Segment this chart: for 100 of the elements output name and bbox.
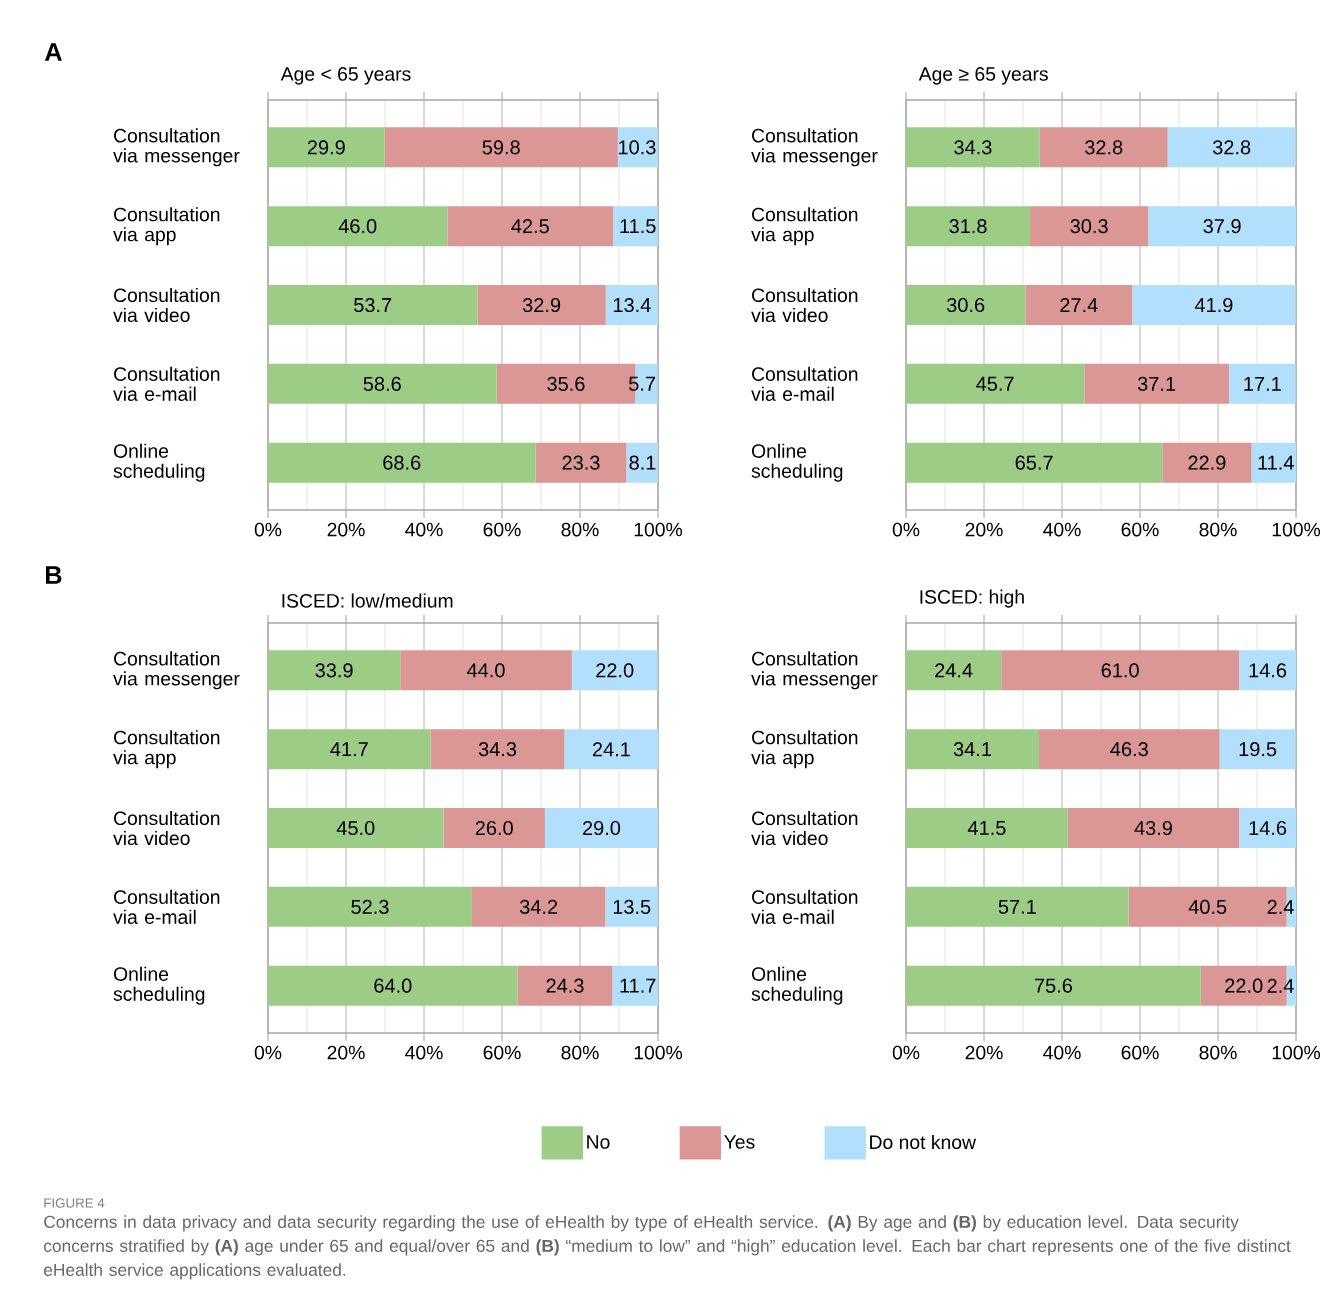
bar	[1039, 127, 1168, 168]
y-tick-label: Consultation via video	[113, 810, 220, 846]
data-label: 11.4	[1258, 455, 1294, 470]
bar	[447, 206, 614, 247]
bar	[1167, 127, 1296, 168]
data-label: 24.1	[592, 742, 630, 757]
x-tick-label: 20%	[965, 522, 1003, 537]
y-tick-label: Consultation via e-mail	[113, 889, 220, 924]
data-label: 34.1	[953, 742, 991, 757]
data-label: 30.6	[946, 297, 985, 313]
bar	[1162, 442, 1252, 483]
x-tick-label: 100%	[634, 1045, 683, 1060]
y-tick-label: Consultation via messenger	[113, 651, 240, 690]
bar	[906, 650, 1002, 691]
x-tick-label: 100%	[1272, 1045, 1321, 1060]
data-label: 37.1	[1137, 376, 1176, 391]
y-tick-label: Consultation via video	[113, 287, 220, 323]
bar	[906, 285, 1026, 326]
bar	[268, 808, 444, 849]
data-label: 14.6	[1249, 663, 1287, 678]
data-label: 46.0	[338, 219, 377, 234]
y-tick-label: Consultation via video	[751, 810, 858, 846]
x-tick-label: 20%	[327, 522, 365, 537]
bar	[268, 729, 431, 770]
data-label: 34.3	[478, 742, 517, 757]
x-tick-label: 0%	[254, 522, 282, 537]
data-label: 75.6	[1035, 978, 1073, 993]
bar	[268, 442, 536, 483]
data-label: 2.4	[1267, 899, 1294, 914]
y-tick-label: Consultation via e-mail	[751, 889, 858, 924]
data-label: 30.3	[1070, 219, 1108, 234]
data-label: 5.7	[629, 376, 656, 391]
bar	[1025, 285, 1133, 326]
data-label: 23.3	[562, 455, 600, 470]
y-tick-label: Consultation via e-mail	[751, 366, 858, 401]
bar	[535, 442, 627, 483]
x-tick-label: 20%	[965, 1045, 1003, 1060]
data-label: 43.9	[1134, 820, 1172, 836]
legend-label: Do not know	[870, 1134, 977, 1150]
data-label: 2.4	[1267, 978, 1294, 993]
bar	[906, 442, 1163, 483]
bar	[906, 127, 1040, 168]
y-tick-label: Consultation via app	[751, 730, 858, 769]
x-tick-label: 0%	[892, 1045, 920, 1060]
bar	[906, 886, 1129, 927]
data-label: 53.7	[354, 297, 392, 313]
chart-title: Age ≥ 65 years	[918, 67, 1048, 85]
data-label: 24.3	[546, 978, 584, 993]
data-label: 13.5	[613, 899, 651, 914]
caption: FIGURE 4	[44, 1198, 105, 1208]
data-label: 10.3	[619, 140, 656, 155]
data-label: 22.0	[1225, 978, 1263, 993]
bar	[1219, 729, 1296, 770]
data-label: 13.4	[613, 297, 651, 313]
data-label: 11.5	[620, 219, 656, 234]
bar	[612, 965, 659, 1006]
x-tick-label: 60%	[1121, 1045, 1159, 1060]
bar	[1239, 808, 1297, 849]
bar	[564, 729, 659, 770]
data-label: 32.9	[522, 297, 561, 313]
data-label: 29.0	[583, 820, 621, 836]
bar	[268, 285, 478, 326]
bar	[605, 886, 659, 927]
bar	[617, 127, 659, 168]
chart-title: Age < 65 years	[280, 67, 411, 85]
text: A	[44, 43, 62, 61]
bar	[443, 808, 545, 849]
x-tick-label: 40%	[1043, 1045, 1081, 1060]
x-tick-label: 40%	[405, 522, 443, 537]
x-tick-label: 0%	[892, 522, 920, 537]
y-tick-label: Online scheduling	[751, 966, 843, 1005]
data-label: 26.0	[475, 820, 513, 836]
data-label: 34.2	[519, 899, 558, 914]
x-tick-label: 80%	[561, 522, 599, 537]
chart-title: ISCED: low/medium	[282, 593, 453, 608]
y-tick-label: Consultation via messenger	[751, 651, 878, 690]
x-tick-label: 100%	[634, 522, 683, 537]
y-tick-label: Consultation via e-mail	[113, 366, 220, 401]
data-label: 45.0	[336, 820, 375, 836]
y-tick-label: Consultation via messenger	[113, 128, 240, 167]
x-tick-label: 80%	[1199, 1045, 1237, 1060]
data-label: 33.9	[315, 663, 353, 678]
x-tick-label: 0%	[254, 1045, 282, 1060]
bar	[400, 650, 572, 691]
x-tick-label: 60%	[483, 1045, 521, 1060]
data-label: 52.3	[351, 899, 389, 914]
data-label: 44.0	[467, 663, 505, 678]
bar	[1039, 729, 1220, 770]
data-label: 17.1	[1244, 376, 1281, 391]
legend-label: No	[587, 1135, 610, 1149]
data-label: 27.4	[1060, 298, 1098, 312]
text: B	[45, 566, 62, 584]
bar	[517, 965, 613, 1006]
data-label: 59.8	[482, 140, 520, 155]
bar	[268, 206, 448, 247]
x-tick-label: 80%	[561, 1045, 599, 1060]
data-label: 41.5	[967, 821, 1006, 835]
bar	[605, 285, 659, 326]
bar	[613, 206, 659, 247]
data-label: 65.7	[1015, 455, 1053, 470]
